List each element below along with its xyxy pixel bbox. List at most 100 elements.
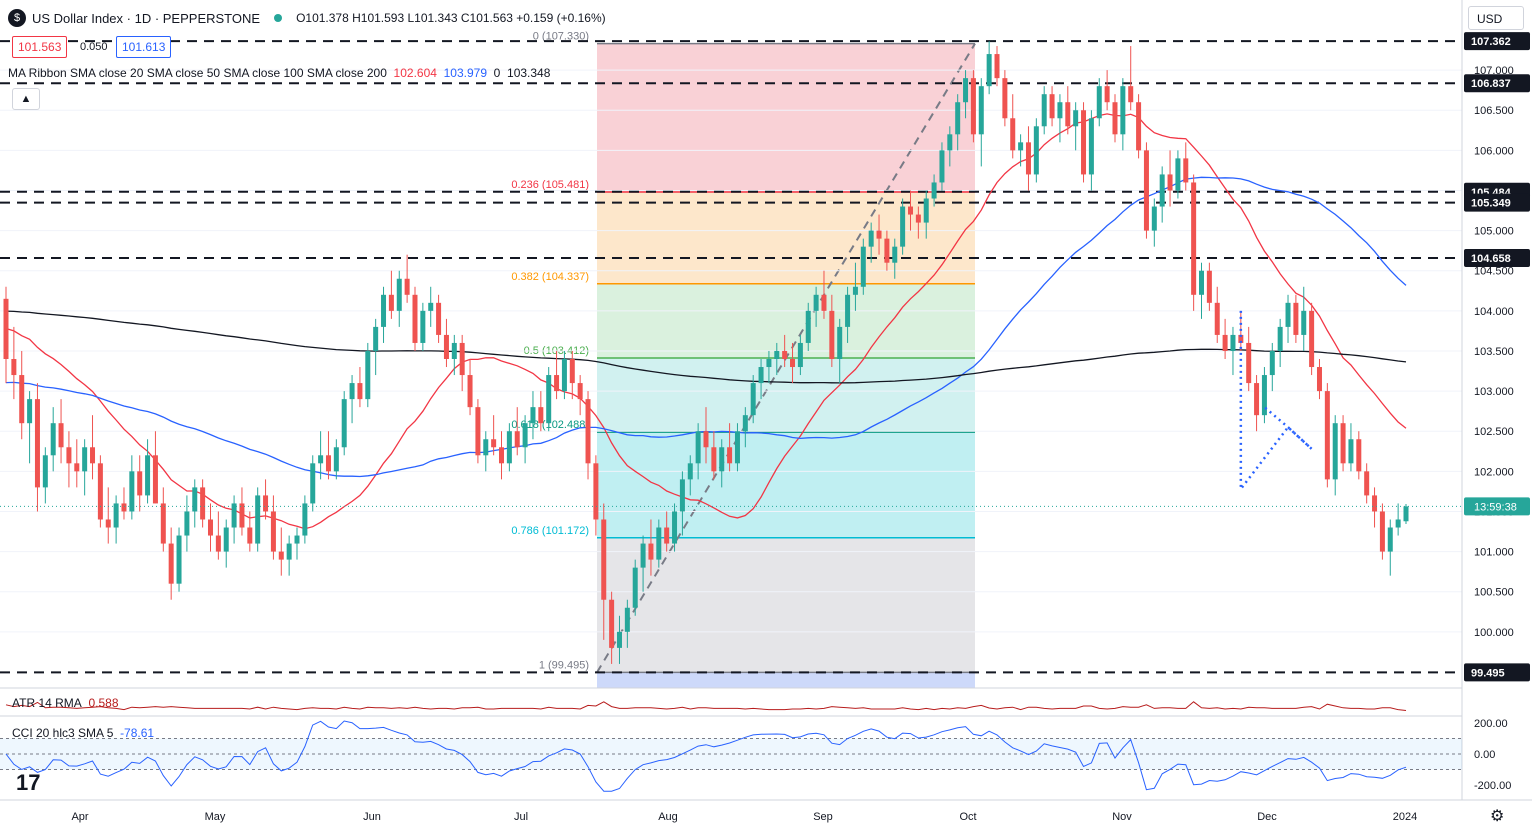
candle-body bbox=[931, 182, 937, 199]
candle-body bbox=[325, 455, 331, 472]
candle-body bbox=[601, 519, 607, 600]
candle-body bbox=[530, 407, 536, 424]
candle-body bbox=[1159, 174, 1165, 207]
candle-body bbox=[994, 54, 1000, 79]
candle-body bbox=[451, 342, 457, 359]
level-price-badge-text: 105.349 bbox=[1471, 198, 1511, 210]
candle-body bbox=[3, 298, 9, 359]
candle-body bbox=[263, 495, 269, 512]
candle-body bbox=[1214, 302, 1220, 335]
candle-body bbox=[318, 455, 324, 464]
candle-body bbox=[34, 399, 40, 488]
price-tick-label: 103.500 bbox=[1474, 346, 1514, 358]
candle-body bbox=[514, 431, 520, 448]
currency-selector[interactable]: USD bbox=[1468, 6, 1524, 30]
candle-body bbox=[113, 503, 119, 528]
gear-icon[interactable]: ⚙ bbox=[1490, 808, 1505, 825]
fib-level-label: 0 (107.330) bbox=[533, 31, 589, 43]
collapse-legend-button[interactable]: ▲ bbox=[12, 88, 40, 110]
price-tick-label: 107.000 bbox=[1474, 65, 1514, 77]
candle-body bbox=[239, 503, 245, 528]
countdown-badge bbox=[1464, 497, 1530, 516]
time-tick-label: Jul bbox=[514, 811, 528, 823]
level-price-badge bbox=[1464, 193, 1530, 212]
candle-body bbox=[129, 471, 135, 512]
tradingview-logo[interactable]: 17 bbox=[16, 770, 41, 795]
candle-body bbox=[373, 326, 379, 351]
candle-body bbox=[829, 310, 835, 359]
candle-body bbox=[970, 78, 976, 135]
candle-body bbox=[1096, 86, 1102, 119]
candle-body bbox=[719, 447, 725, 472]
candle-body bbox=[1010, 118, 1016, 151]
time-tick-label: Dec bbox=[1257, 811, 1277, 823]
candle-body bbox=[593, 463, 599, 520]
cci-line bbox=[5, 720, 1407, 792]
candle-body bbox=[483, 439, 489, 456]
candle-body bbox=[892, 246, 898, 263]
candle-body bbox=[1073, 110, 1079, 127]
candle-body bbox=[554, 375, 560, 392]
time-tick-label: Sep bbox=[813, 811, 833, 823]
fib-level-label: 1 (99.495) bbox=[539, 659, 589, 671]
candle-body bbox=[404, 278, 410, 295]
ma-ribbon-legend[interactable]: MA Ribbon SMA close 20 SMA close 50 SMA … bbox=[8, 66, 550, 80]
candle-body bbox=[475, 407, 481, 456]
sma20-value: 102.604 bbox=[393, 66, 437, 80]
cci-tick-label: 0.00 bbox=[1474, 749, 1495, 761]
level-price-badge-text: 106.837 bbox=[1471, 78, 1511, 90]
price-tick-label: 102.500 bbox=[1474, 426, 1514, 438]
candle-body bbox=[1254, 383, 1260, 416]
level-price-badge bbox=[1464, 663, 1530, 682]
candle-body bbox=[616, 631, 622, 648]
candle-body bbox=[656, 527, 662, 560]
candle-body bbox=[74, 463, 80, 472]
atr-legend[interactable]: ATR 14 RMA 0.588 bbox=[12, 696, 119, 710]
candle-body bbox=[247, 527, 253, 544]
candle-body bbox=[845, 294, 851, 327]
candle-body bbox=[137, 471, 143, 496]
candle-body bbox=[499, 447, 505, 464]
candle-body bbox=[727, 447, 733, 464]
countdown-label: 13:59:38 bbox=[1474, 501, 1517, 513]
time-tick-label: 2024 bbox=[1393, 811, 1417, 823]
candle-body bbox=[758, 367, 764, 384]
candle-body bbox=[923, 198, 929, 223]
price-axis-bg bbox=[1462, 0, 1532, 834]
candle-body bbox=[955, 102, 961, 135]
candle-body bbox=[947, 134, 953, 151]
chevron-up-icon: ▲ bbox=[20, 93, 32, 105]
price-tick-label: 106.000 bbox=[1474, 145, 1514, 157]
dollar-logo-icon: $ bbox=[8, 9, 26, 27]
cci-legend[interactable]: CCI 20 hlc3 SMA 5 -78.61 bbox=[12, 726, 154, 740]
candle-body bbox=[609, 599, 615, 648]
candle-body bbox=[1246, 342, 1252, 384]
candle-body bbox=[278, 551, 284, 560]
candle-body bbox=[837, 326, 843, 359]
candle-body bbox=[860, 246, 866, 287]
candle-body bbox=[876, 230, 882, 239]
ask-price-box[interactable]: 101.613 bbox=[116, 36, 172, 58]
candle-body bbox=[1387, 527, 1393, 552]
candle-body bbox=[561, 359, 567, 392]
price-tick-label: 104.500 bbox=[1474, 266, 1514, 278]
time-tick-label: May bbox=[205, 811, 226, 823]
candle-body bbox=[672, 511, 678, 544]
candle-body bbox=[797, 342, 803, 368]
fib-level-label: 0.382 (104.337) bbox=[511, 271, 589, 283]
candle-body bbox=[255, 495, 261, 544]
candle-body bbox=[805, 310, 811, 343]
candle-body bbox=[1332, 423, 1338, 480]
candle-body bbox=[1379, 511, 1385, 552]
bid-price-box[interactable]: 101.563 bbox=[12, 36, 68, 58]
symbol-title[interactable]: US Dollar Index · 1D · PEPPERSTONE bbox=[32, 10, 261, 26]
candle-body bbox=[1081, 110, 1087, 175]
candle-body bbox=[695, 431, 701, 464]
candle-body bbox=[1348, 439, 1354, 464]
fib-zone bbox=[597, 672, 975, 688]
candle-body bbox=[632, 567, 638, 608]
candle-body bbox=[569, 359, 575, 384]
candle-body bbox=[1191, 182, 1197, 295]
